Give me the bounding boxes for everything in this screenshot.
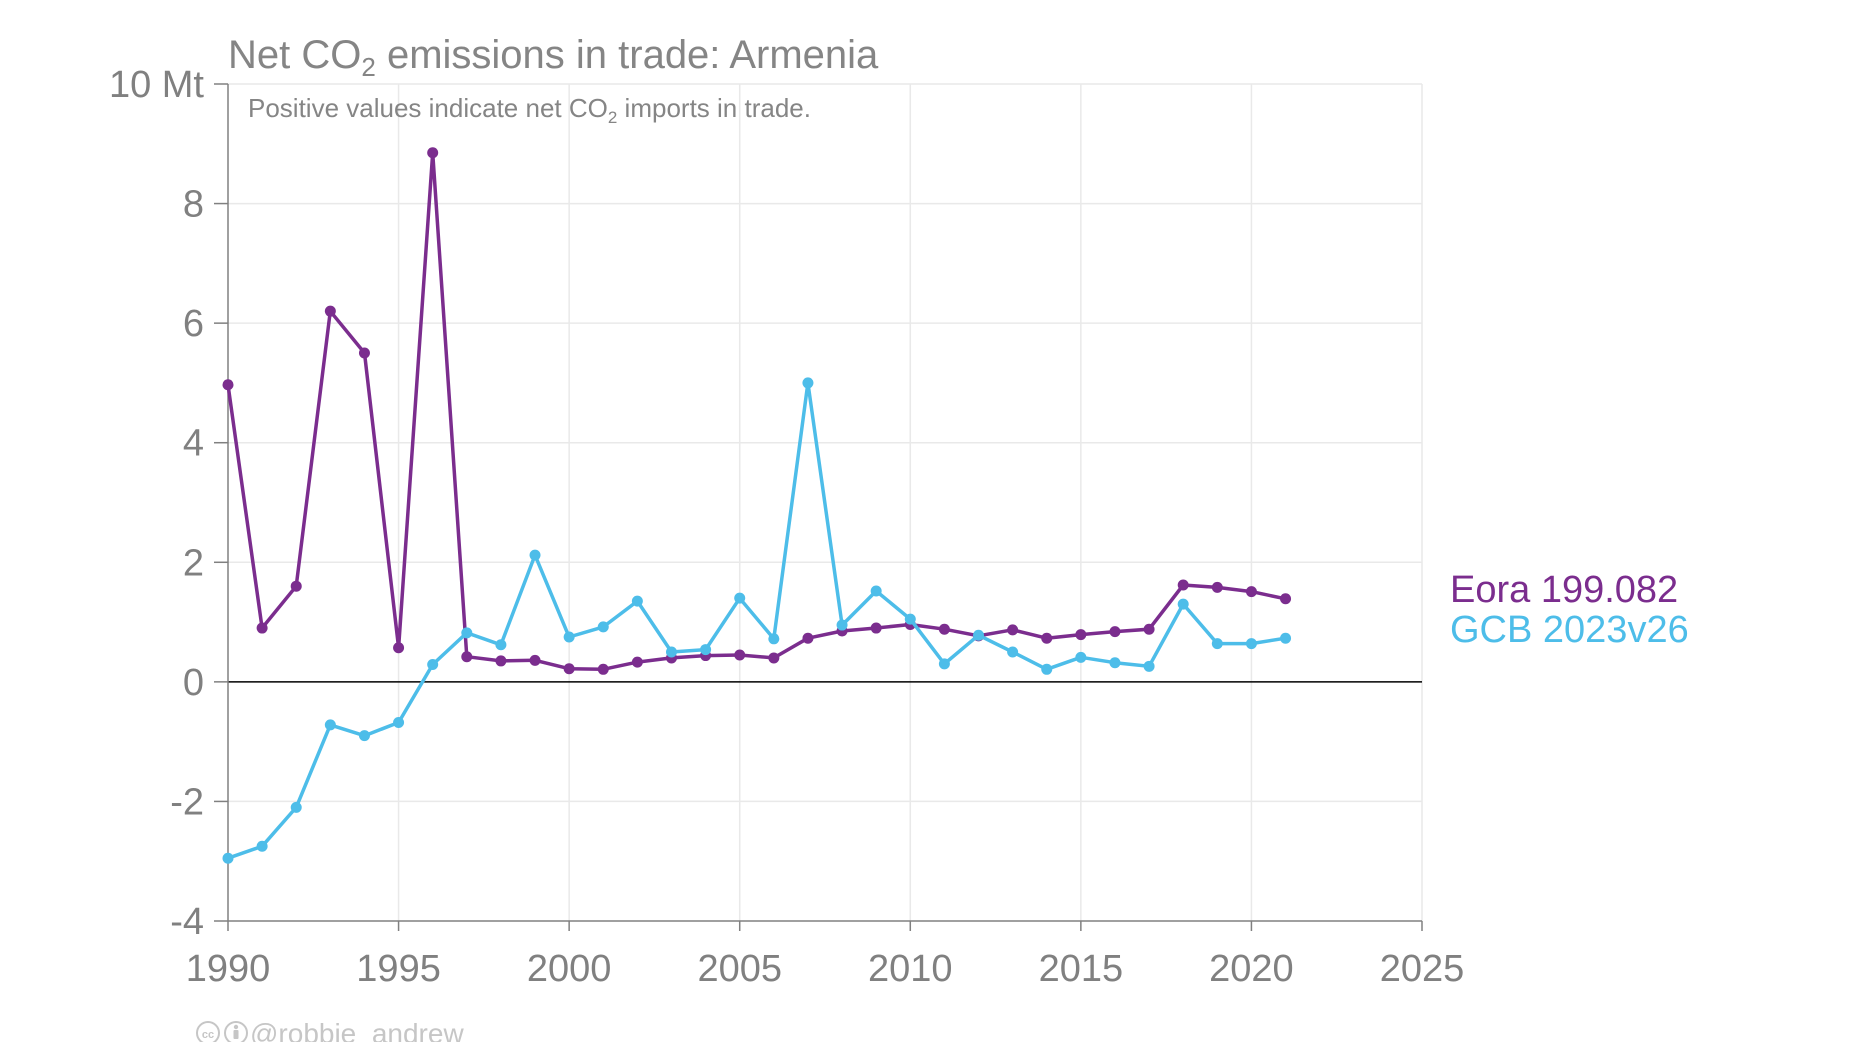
data-point — [1280, 593, 1292, 605]
series-1 — [222, 147, 1292, 675]
svg-text:cc: cc — [202, 1029, 214, 1041]
x-tick-label: 1990 — [186, 948, 271, 990]
y-tick-label: 0 — [183, 662, 204, 704]
x-tick-label: 2025 — [1380, 948, 1465, 990]
cc-icon: cc — [196, 1021, 220, 1042]
data-point — [495, 639, 507, 651]
data-point — [461, 651, 473, 663]
series-group — [222, 147, 1292, 864]
data-point — [597, 663, 609, 675]
data-point — [1280, 632, 1292, 644]
data-point — [495, 655, 507, 667]
data-point — [461, 627, 473, 639]
legend-label: GCB 2023v26 — [1450, 609, 1689, 651]
data-point — [938, 658, 950, 670]
data-point — [290, 801, 302, 813]
legend-label: Eora 199.082 — [1450, 569, 1678, 611]
data-point — [222, 852, 234, 864]
data-point — [393, 642, 405, 654]
data-point — [1245, 586, 1257, 598]
x-tick-label: 2020 — [1209, 948, 1294, 990]
attribution-icon — [224, 1021, 248, 1042]
data-point — [358, 347, 370, 359]
axes — [227, 84, 1422, 922]
y-tick-label: 8 — [183, 184, 204, 226]
series-2 — [222, 377, 1292, 864]
data-point — [1007, 624, 1019, 636]
data-point — [768, 652, 780, 664]
data-point — [1245, 638, 1257, 650]
data-point — [324, 305, 336, 317]
data-point — [1041, 663, 1053, 675]
y-tick-label: -2 — [170, 781, 204, 823]
credit-handle: @robbie_andrew — [250, 1018, 464, 1042]
data-point — [1041, 632, 1053, 644]
x-axis-ticks: 1990 1995 2000 2005 2010 2015 2020 2025 — [186, 921, 1465, 990]
data-point — [427, 659, 439, 671]
data-point — [1211, 581, 1223, 593]
data-point — [1075, 651, 1087, 663]
data-point — [563, 663, 575, 675]
data-point — [1177, 579, 1189, 591]
data-point — [734, 592, 746, 604]
y-tick-label: 6 — [183, 303, 204, 345]
x-tick-label: 2000 — [527, 948, 612, 990]
data-point — [393, 717, 405, 729]
data-point — [597, 621, 609, 633]
data-point — [1143, 623, 1155, 635]
data-point — [1109, 626, 1121, 638]
x-tick-label: 2015 — [1039, 948, 1124, 990]
grid — [228, 83, 1423, 921]
data-point — [427, 147, 439, 159]
series-line — [226, 151, 1286, 672]
x-tick-label: 2005 — [697, 948, 782, 990]
chart-title: Net CO2 emissions in trade: Armenia — [228, 33, 879, 82]
data-point — [1211, 638, 1223, 650]
data-point — [256, 622, 268, 634]
data-point — [802, 377, 814, 389]
series-line — [227, 381, 1286, 860]
data-point — [529, 549, 541, 561]
x-tick-label: 1995 — [356, 948, 441, 990]
y-tick-label: -4 — [170, 901, 204, 943]
data-point — [1177, 598, 1189, 610]
credit: cc @robbie_andrew — [196, 1018, 464, 1042]
data-point — [768, 633, 780, 645]
data-point — [529, 654, 541, 666]
data-point — [324, 719, 336, 731]
data-point — [802, 632, 814, 644]
data-point — [870, 585, 882, 597]
data-point — [1143, 660, 1155, 672]
data-point — [938, 623, 950, 635]
data-point — [256, 840, 268, 852]
y-tick-label: 10 Mt — [109, 64, 204, 106]
data-point — [631, 656, 643, 668]
data-point — [700, 644, 712, 656]
data-point — [222, 379, 234, 391]
data-point — [563, 631, 575, 643]
data-point — [734, 649, 746, 661]
data-point — [665, 646, 677, 658]
data-point — [631, 595, 643, 607]
y-tick-label: 4 — [183, 423, 204, 465]
data-point — [290, 580, 302, 592]
data-point — [870, 622, 882, 634]
chart-subtitle: Positive values indicate net CO2 imports… — [248, 93, 811, 127]
y-axis-ticks: 10 Mt 8 6 4 2 0 -2 -4 — [109, 64, 228, 943]
y-tick-label: 2 — [183, 542, 204, 584]
x-tick-label: 2010 — [868, 948, 953, 990]
data-point — [904, 613, 916, 625]
data-point — [358, 730, 370, 742]
data-point — [1007, 646, 1019, 658]
data-point — [973, 629, 985, 641]
data-point — [1075, 629, 1087, 641]
data-point — [1109, 657, 1121, 669]
data-point — [836, 619, 848, 631]
